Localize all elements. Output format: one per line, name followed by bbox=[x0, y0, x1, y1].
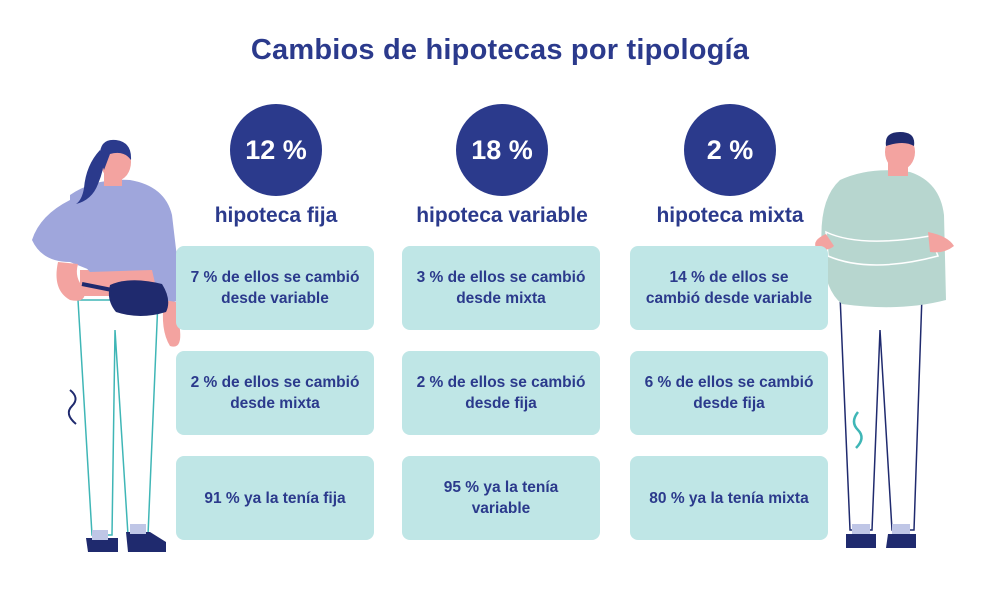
column-title: hipoteca variable bbox=[416, 204, 588, 227]
percent-badge: 2 % bbox=[684, 104, 776, 196]
info-box: 3 % de ellos se cambió desde mixta bbox=[402, 246, 600, 330]
info-box: 2 % de ellos se cambió desde mixta bbox=[176, 351, 374, 435]
percent-badge: 12 % bbox=[230, 104, 322, 196]
percent-badge: 18 % bbox=[456, 104, 548, 196]
info-box: 14 % de ellos se cambió desde variable bbox=[630, 246, 828, 330]
info-box: 2 % de ellos se cambió desde fija bbox=[402, 351, 600, 435]
column-title: hipoteca mixta bbox=[656, 204, 804, 227]
column-title: hipoteca fija bbox=[214, 204, 338, 227]
info-box: 7 % de ellos se cambió desde variable bbox=[176, 246, 374, 330]
page-title: Cambios de hipotecas por tipología bbox=[250, 34, 750, 66]
info-box: 80 % ya la tenía mixta bbox=[630, 456, 828, 540]
info-box: 6 % de ellos se cambió desde fija bbox=[630, 351, 828, 435]
info-box: 95 % ya la tenía variable bbox=[402, 456, 600, 540]
info-box: 91 % ya la tenía fija bbox=[176, 456, 374, 540]
